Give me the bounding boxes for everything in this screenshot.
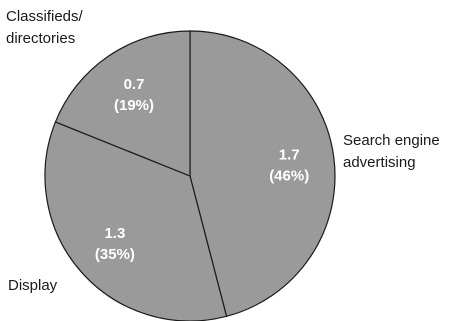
pie-labels: 1.7 (46%) Search engine advertising 1.3 (35%)… <box>6 8 440 294</box>
slice-category-label: Display <box>8 277 58 294</box>
slice-value-label: 0.7 <box>124 76 145 93</box>
pie-slice <box>189 30 336 318</box>
slice-value-label: 1.7 <box>279 146 300 163</box>
pie-slice <box>54 30 191 177</box>
pie-slices <box>44 30 336 321</box>
slice-category-label: advertising <box>343 154 416 171</box>
slice-value-label: 1.3 <box>104 225 125 242</box>
slice-percent-label: (19%) <box>114 97 154 114</box>
slice-percent-label: (35%) <box>95 246 135 263</box>
slice-percent-label: (46%) <box>269 167 309 184</box>
slice-category-label: Search engine <box>343 132 440 149</box>
slice-category-label: Classifieds/ <box>6 8 84 25</box>
slice-category-label: directories <box>6 30 75 47</box>
